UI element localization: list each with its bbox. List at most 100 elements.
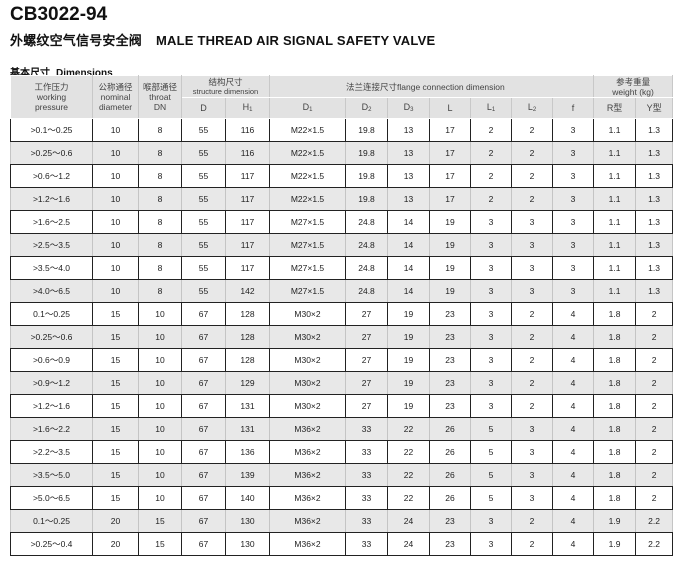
table-cell: 19	[429, 279, 472, 303]
section-cn: 基本尺寸	[10, 68, 50, 79]
table-cell: 17	[429, 187, 472, 211]
table-cell: 10	[138, 394, 182, 418]
header-D: D	[181, 97, 226, 119]
table-cell: 19	[387, 371, 431, 395]
table-cell: M36×2	[269, 463, 347, 487]
doc-subtitle: 外螺纹空气信号安全阀 MALE THREAD AIR SIGNAL SAFETY …	[10, 30, 449, 49]
table-cell: 2	[470, 141, 513, 165]
table-cell: 3	[552, 279, 595, 303]
table-cell: 2	[511, 348, 554, 372]
table-cell: 3	[470, 279, 513, 303]
section-heading: 基本尺寸 Dimensions	[10, 64, 119, 79]
table-cell: 2	[511, 164, 554, 188]
table-cell: 128	[224, 325, 271, 349]
table-cell: 10	[92, 187, 139, 211]
table-cell: 2	[511, 118, 554, 142]
table-cell: 15	[92, 417, 139, 441]
table-cell: 1.3	[635, 210, 674, 234]
table-cell: 128	[224, 348, 271, 372]
header-H1: H1	[224, 97, 271, 119]
table-cell: 1.1	[593, 118, 637, 142]
table-row: >0.25～0.6 10 8 55 116 M22×1.5 19.8 13 17 2 2 3 1.1 1.…	[10, 141, 674, 165]
table-cell: 19.8	[345, 164, 389, 188]
table-cell: >1.2～1.6	[10, 394, 93, 418]
table-cell: 27	[345, 302, 389, 326]
section-en: Dimensions	[56, 68, 113, 79]
table-cell: 10	[92, 279, 139, 303]
table-cell: 26	[429, 440, 472, 464]
table-cell: 1.1	[593, 164, 637, 188]
table-cell: 8	[138, 141, 182, 165]
table-cell: 4	[552, 440, 595, 464]
table-cell: 1.1	[593, 256, 637, 280]
table-cell: 19	[429, 256, 472, 280]
table-cell: >0.25～0.6	[10, 141, 93, 165]
table-cell: 20	[92, 532, 139, 556]
table-cell: 142	[224, 279, 271, 303]
table-cell: 2	[511, 394, 554, 418]
table-cell: 2	[511, 302, 554, 326]
table-cell: 23	[429, 509, 472, 533]
table-cell: 3	[511, 440, 554, 464]
table-cell: 10	[138, 371, 182, 395]
table-cell: 8	[138, 164, 182, 188]
table-cell: 24.8	[345, 233, 389, 257]
table-cell: 19.8	[345, 187, 389, 211]
table-cell: 22	[387, 463, 431, 487]
table-cell: 17	[429, 141, 472, 165]
table-cell: 2.2	[635, 509, 674, 533]
table-cell: 8	[138, 279, 182, 303]
table-cell: 67	[181, 532, 226, 556]
table-cell: 2	[635, 325, 674, 349]
table-cell: 10	[138, 463, 182, 487]
table-cell: 1.1	[593, 233, 637, 257]
table-cell: M36×2	[269, 440, 347, 464]
table-cell: 3	[552, 187, 595, 211]
table-cell: 33	[345, 486, 389, 510]
table-cell: 3	[552, 210, 595, 234]
table-cell: 4	[552, 463, 595, 487]
table-cell: 4	[552, 532, 595, 556]
table-cell: 26	[429, 463, 472, 487]
table-cell: 19	[429, 233, 472, 257]
table-cell: M36×2	[269, 417, 347, 441]
table-cell: 19	[429, 210, 472, 234]
table-cell: M30×2	[269, 302, 347, 326]
table-cell: >0.25～0.4	[10, 532, 93, 556]
table-cell: 4	[552, 348, 595, 372]
table-cell: 4	[552, 325, 595, 349]
table-cell: 1.1	[593, 210, 637, 234]
table-cell: 55	[181, 141, 226, 165]
table-cell: >0.1～0.25	[10, 118, 93, 142]
table-cell: 0.1～0.25	[10, 509, 93, 533]
table-row: >2.5～3.5 10 8 55 117 M27×1.5 24.8 14 19 3 3 3 1.1 1.3	[10, 233, 674, 257]
table-cell: 2	[635, 440, 674, 464]
table-cell: >0.25～0.6	[10, 325, 93, 349]
table-cell: 2	[635, 463, 674, 487]
table-cell: 19	[387, 394, 431, 418]
table-cell: 1.8	[593, 348, 637, 372]
table-cell: 1.8	[593, 325, 637, 349]
table-cell: 19	[387, 302, 431, 326]
table-cell: 3	[470, 325, 513, 349]
table-row: >0.9～1.2 15 10 67 129 M30×2 27 19 23 3 2 4 1.8 2	[10, 371, 674, 395]
table-row: >1.6～2.5 10 8 55 117 M27×1.5 24.8 14 19 3 3 3 1.1 1.3	[10, 210, 674, 234]
table-cell: 26	[429, 417, 472, 441]
table-cell: 3	[470, 348, 513, 372]
table-cell: 10	[138, 348, 182, 372]
table-cell: 2	[470, 187, 513, 211]
table-row: >0.6～0.9 15 10 67 128 M30×2 27 19 23 3 2 4 1.8 2	[10, 348, 674, 372]
table-cell: 3	[470, 210, 513, 234]
table-cell: 116	[224, 141, 271, 165]
table-cell: 10	[138, 417, 182, 441]
table-cell: 1.3	[635, 187, 674, 211]
table-cell: M27×1.5	[269, 233, 347, 257]
table-row: 0.1～0.25 20 15 67 130 M36×2 33 24 23 3 2 4 1.9 2.2	[10, 509, 674, 533]
table-cell: 19.8	[345, 118, 389, 142]
table-cell: M27×1.5	[269, 210, 347, 234]
table-cell: 2	[511, 141, 554, 165]
header-nominal: 公称通径 nominal diameter	[92, 75, 139, 119]
table-row: >0.6～1.2 10 8 55 117 M22×1.5 19.8 13 17 2 2 3 1.1 1.3	[10, 164, 674, 188]
table-cell: 15	[92, 302, 139, 326]
table-cell: 67	[181, 486, 226, 510]
